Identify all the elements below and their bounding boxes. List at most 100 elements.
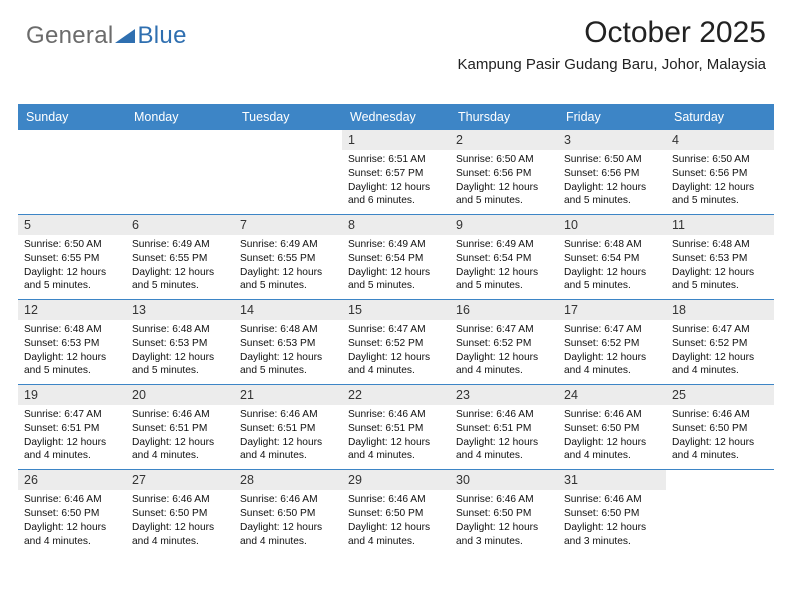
daylight-text: Daylight: 12 hours and 4 minutes. — [132, 521, 231, 549]
day-cell: 6 Sunrise: 6:49 AMSunset: 6:55 PMDaylight… — [126, 215, 234, 299]
day-cell: . — [666, 470, 774, 554]
day-number: 9 — [450, 215, 558, 235]
daylight-text: Daylight: 12 hours and 5 minutes. — [456, 181, 555, 209]
day-cell: 27Sunrise: 6:46 AMSunset: 6:50 PMDayligh… — [126, 470, 234, 554]
daylight-text: Daylight: 12 hours and 3 minutes. — [564, 521, 663, 549]
sunset-text: Sunset: 6:50 PM — [564, 507, 663, 521]
weekday-header: Thursday — [450, 104, 558, 130]
day-cell: 12 Sunrise: 6:48 AMSunset: 6:53 PMDayligh… — [18, 300, 126, 384]
sunrise-text: Sunrise: 6:46 AM — [564, 408, 663, 422]
day-number: 14 — [234, 300, 342, 320]
weekday-header-row: Sunday Monday Tuesday Wednesday Thursday… — [18, 104, 774, 130]
daylight-text: Daylight: 12 hours and 4 minutes. — [456, 351, 555, 379]
day-details: Sunrise: 6:46 AMSunset: 6:50 PMDaylight:… — [561, 408, 663, 463]
day-details: Sunrise: 6:46 AMSunset: 6:50 PMDaylight:… — [669, 408, 771, 463]
daylight-text: Daylight: 12 hours and 5 minutes. — [240, 266, 339, 294]
sunrise-text: Sunrise: 6:46 AM — [672, 408, 771, 422]
day-details: Sunrise: 6:46 AMSunset: 6:51 PMDaylight:… — [237, 408, 339, 463]
sunset-text: Sunset: 6:57 PM — [348, 167, 447, 181]
daylight-text: Daylight: 12 hours and 4 minutes. — [348, 521, 447, 549]
daylight-text: Daylight: 12 hours and 4 minutes. — [456, 436, 555, 464]
daylight-text: Daylight: 12 hours and 5 minutes. — [24, 266, 123, 294]
day-details: Sunrise: 6:49 AMSunset: 6:55 PMDaylight:… — [237, 238, 339, 293]
weeks-container: ...1Sunrise: 6:51 AMSunset: 6:57 PMDayli… — [18, 130, 774, 554]
day-details: Sunrise: 6:50 AMSunset: 6:56 PMDaylight:… — [453, 153, 555, 208]
sunrise-text: Sunrise: 6:46 AM — [240, 493, 339, 507]
brand-logo: General Blue — [26, 22, 187, 50]
day-details: Sunrise: 6:49 AMSunset: 6:54 PMDaylight:… — [453, 238, 555, 293]
sunset-text: Sunset: 6:54 PM — [456, 252, 555, 266]
sunrise-text: Sunrise: 6:49 AM — [456, 238, 555, 252]
day-details: Sunrise: 6:48 AMSunset: 6:53 PMDaylight:… — [21, 323, 123, 378]
day-number: 12 — [18, 300, 126, 320]
day-number: 24 — [558, 385, 666, 405]
day-number: 17 — [558, 300, 666, 320]
day-cell: 19Sunrise: 6:47 AMSunset: 6:51 PMDayligh… — [18, 385, 126, 469]
day-number: 1 — [342, 130, 450, 150]
day-number: 6 — [126, 215, 234, 235]
day-cell: 15Sunrise: 6:47 AMSunset: 6:52 PMDayligh… — [342, 300, 450, 384]
sunset-text: Sunset: 6:52 PM — [456, 337, 555, 351]
sunset-text: Sunset: 6:51 PM — [24, 422, 123, 436]
day-details: Sunrise: 6:46 AMSunset: 6:51 PMDaylight:… — [129, 408, 231, 463]
sunset-text: Sunset: 6:55 PM — [132, 252, 231, 266]
sunset-text: Sunset: 6:51 PM — [456, 422, 555, 436]
day-details: Sunrise: 6:46 AMSunset: 6:51 PMDaylight:… — [453, 408, 555, 463]
sunset-text: Sunset: 6:53 PM — [672, 252, 771, 266]
sunrise-text: Sunrise: 6:46 AM — [240, 408, 339, 422]
sunset-text: Sunset: 6:51 PM — [240, 422, 339, 436]
day-details: Sunrise: 6:46 AMSunset: 6:50 PMDaylight:… — [21, 493, 123, 548]
sunrise-text: Sunrise: 6:49 AM — [240, 238, 339, 252]
day-details: Sunrise: 6:46 AMSunset: 6:51 PMDaylight:… — [345, 408, 447, 463]
day-cell: 10Sunrise: 6:48 AMSunset: 6:54 PMDayligh… — [558, 215, 666, 299]
sunset-text: Sunset: 6:50 PM — [348, 507, 447, 521]
day-cell: 3Sunrise: 6:50 AMSunset: 6:56 PMDaylight… — [558, 130, 666, 214]
day-cell: 13Sunrise: 6:48 AMSunset: 6:53 PMDayligh… — [126, 300, 234, 384]
sunrise-text: Sunrise: 6:46 AM — [348, 493, 447, 507]
sunset-text: Sunset: 6:54 PM — [564, 252, 663, 266]
day-cell: 17Sunrise: 6:47 AMSunset: 6:52 PMDayligh… — [558, 300, 666, 384]
day-cell: 20 Sunrise: 6:46 AMSunset: 6:51 PMDayligh… — [126, 385, 234, 469]
brand-word-1: General — [26, 22, 113, 50]
sunset-text: Sunset: 6:50 PM — [24, 507, 123, 521]
sunrise-text: Sunrise: 6:51 AM — [348, 153, 447, 167]
weekday-header: Tuesday — [234, 104, 342, 130]
day-cell: 31Sunrise: 6:46 AMSunset: 6:50 PMDayligh… — [558, 470, 666, 554]
day-cell: 2Sunrise: 6:50 AMSunset: 6:56 PMDaylight… — [450, 130, 558, 214]
sunset-text: Sunset: 6:51 PM — [132, 422, 231, 436]
day-number: 26 — [18, 470, 126, 490]
day-details: Sunrise: 6:47 AMSunset: 6:51 PMDaylight:… — [21, 408, 123, 463]
day-details: Sunrise: 6:51 AMSunset: 6:57 PMDaylight:… — [345, 153, 447, 208]
sunset-text: Sunset: 6:56 PM — [456, 167, 555, 181]
day-cell: 1 Sunrise: 6:51 AMSunset: 6:57 PMDaylight… — [342, 130, 450, 214]
sunrise-text: Sunrise: 6:46 AM — [348, 408, 447, 422]
day-number: 20 — [126, 385, 234, 405]
daylight-text: Daylight: 12 hours and 5 minutes. — [672, 181, 771, 209]
sunrise-text: Sunrise: 6:48 AM — [672, 238, 771, 252]
day-details: Sunrise: 6:47 AMSunset: 6:52 PMDaylight:… — [453, 323, 555, 378]
day-details: Sunrise: 6:48 AMSunset: 6:53 PMDaylight:… — [129, 323, 231, 378]
day-details: Sunrise: 6:49 AMSunset: 6:54 PMDaylight:… — [345, 238, 447, 293]
location-subtitle: Kampung Pasir Gudang Baru, Johor, Malays… — [457, 56, 766, 73]
day-details: Sunrise: 6:49 AMSunset: 6:55 PMDaylight:… — [129, 238, 231, 293]
day-details: Sunrise: 6:48 AMSunset: 6:53 PMDaylight:… — [669, 238, 771, 293]
sunrise-text: Sunrise: 6:47 AM — [672, 323, 771, 337]
sunset-text: Sunset: 6:52 PM — [672, 337, 771, 351]
weekday-header: Sunday — [18, 104, 126, 130]
sunrise-text: Sunrise: 6:46 AM — [456, 493, 555, 507]
day-cell: 16 Sunrise: 6:47 AMSunset: 6:52 PMDayligh… — [450, 300, 558, 384]
day-cell: 25Sunrise: 6:46 AMSunset: 6:50 PMDayligh… — [666, 385, 774, 469]
sunset-text: Sunset: 6:55 PM — [240, 252, 339, 266]
day-number: 16 — [450, 300, 558, 320]
sunrise-text: Sunrise: 6:48 AM — [132, 323, 231, 337]
daylight-text: Daylight: 12 hours and 5 minutes. — [24, 351, 123, 379]
day-cell: 8Sunrise: 6:49 AMSunset: 6:54 PMDaylight… — [342, 215, 450, 299]
sunset-text: Sunset: 6:54 PM — [348, 252, 447, 266]
daylight-text: Daylight: 12 hours and 4 minutes. — [348, 351, 447, 379]
day-number: 30 — [450, 470, 558, 490]
day-number: 31 — [558, 470, 666, 490]
sunrise-text: Sunrise: 6:50 AM — [456, 153, 555, 167]
brand-word-2: Blue — [137, 22, 186, 50]
day-cell: 22Sunrise: 6:46 AMSunset: 6:51 PMDayligh… — [342, 385, 450, 469]
day-details: Sunrise: 6:46 AMSunset: 6:50 PMDaylight:… — [129, 493, 231, 548]
